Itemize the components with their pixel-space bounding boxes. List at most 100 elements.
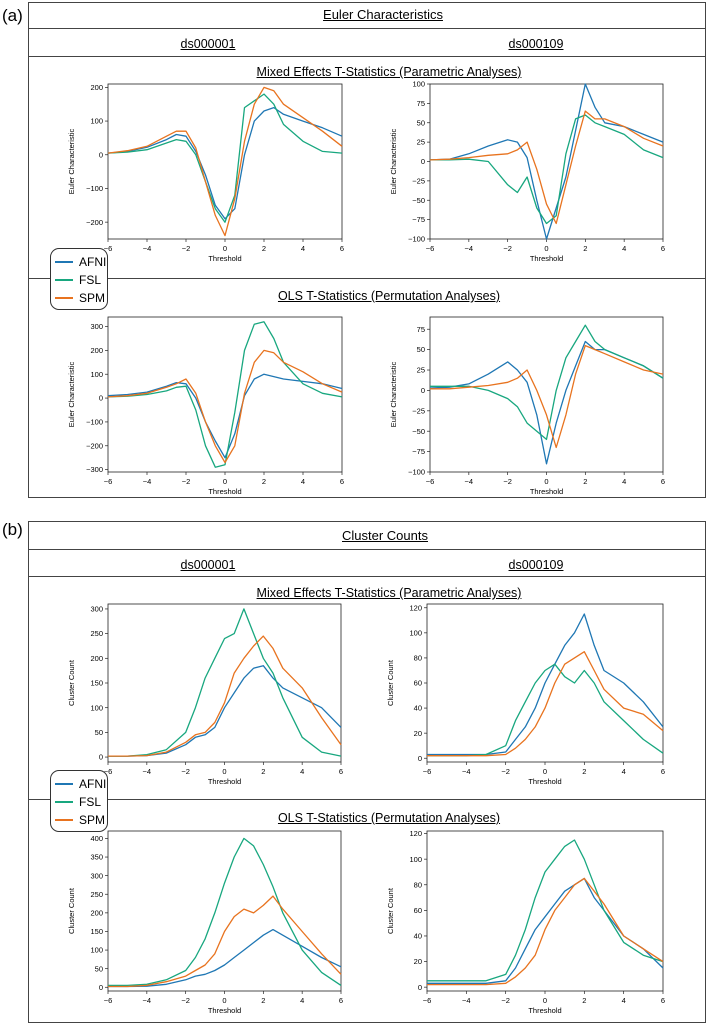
- x-tick-label: 4: [622, 244, 626, 253]
- x-tick-label: 6: [661, 996, 665, 1005]
- x-tick-label: −6: [423, 767, 432, 776]
- y-tick-label: 100: [90, 946, 103, 955]
- panel-b-title: Cluster Counts: [342, 528, 428, 543]
- y-tick-label: 40: [414, 704, 422, 713]
- series-line-afni: [107, 373, 343, 459]
- x-tick-label: 2: [583, 477, 587, 486]
- x-tick-label: 6: [661, 767, 665, 776]
- panel-b-letter: (b): [2, 520, 23, 539]
- y-axis-label: Cluster Count: [386, 887, 395, 934]
- series-line-spm: [430, 344, 664, 449]
- y-tick-label: 60: [414, 906, 422, 915]
- x-tick-label: 4: [300, 767, 304, 776]
- y-tick-label: 40: [414, 932, 422, 941]
- y-tick-label: 120: [409, 829, 422, 838]
- y-tick-label: −200: [86, 441, 103, 450]
- y-tick-label: 100: [412, 80, 425, 89]
- y-tick-label: 50: [417, 118, 425, 127]
- y-tick-label: 100: [90, 117, 103, 126]
- panel-b-frame: [28, 521, 706, 1023]
- y-axis-label: Euler Characteristic: [67, 362, 76, 428]
- y-tick-label: 0: [99, 394, 103, 403]
- chart-1: −6 −4 −2 0 2 4 6 −100 −75 −50 −25 0 25 50 75 100 Thresho…: [389, 80, 665, 263]
- series-line-fsl: [107, 321, 343, 468]
- legend-swatch: [55, 783, 73, 785]
- y-tick-label: 75: [417, 99, 425, 108]
- legend-item-afni: AFNI: [55, 775, 107, 793]
- legend-item-spm: SPM: [55, 289, 107, 307]
- x-tick-label: −4: [143, 244, 152, 253]
- x-axis-label: Threshold: [528, 1006, 561, 1015]
- series-line-fsl: [108, 608, 342, 757]
- series-line-afni: [108, 928, 342, 988]
- y-tick-label: −75: [412, 215, 425, 224]
- series-line-fsl: [430, 114, 664, 225]
- legend-panel-a: AFNI FSL SPM: [50, 248, 108, 310]
- y-tick-label: 50: [95, 964, 103, 973]
- y-tick-label: 150: [90, 927, 103, 936]
- x-axis-label: Threshold: [208, 254, 241, 263]
- y-tick-label: 80: [414, 880, 422, 889]
- series-line-fsl: [427, 663, 664, 757]
- x-tick-label: 0: [544, 244, 548, 253]
- y-tick-label: −50: [412, 196, 425, 205]
- legend-label: AFNI: [79, 777, 107, 791]
- chart-7: −6 −4 −2 0 2 4 6020406080100120ThresholdCluste…: [386, 829, 665, 1015]
- y-tick-label: 20: [414, 957, 422, 966]
- x-tick-label: −6: [423, 996, 432, 1005]
- panel-a-title: Euler Characteristics: [323, 7, 443, 22]
- plot-frame: [426, 830, 664, 992]
- y-tick-label: −25: [412, 406, 425, 415]
- chart-4: −6 −4 −2 0 2 4 6 0 50 100 150 200 250 300 Threshold Clu…: [67, 603, 343, 786]
- legend-item-fsl: FSL: [55, 793, 107, 811]
- legend-swatch: [55, 261, 73, 263]
- x-tick-label: 4: [300, 996, 304, 1005]
- x-tick-label: −6: [104, 996, 113, 1005]
- x-tick-label: 0: [544, 477, 548, 486]
- legend-item-afni: AFNI: [55, 253, 107, 271]
- legend-panel-b: AFNI FSL SPM: [50, 770, 108, 832]
- y-tick-label: 25: [417, 366, 425, 375]
- y-tick-label: 80: [414, 654, 422, 663]
- series-line-spm: [108, 895, 342, 988]
- x-tick-label: −4: [143, 767, 152, 776]
- legend-swatch: [55, 819, 73, 821]
- y-tick-label: 300: [90, 322, 103, 331]
- x-tick-label: 0: [222, 767, 226, 776]
- chart-0: −6 −4 −2 0 2 4 6 −200 −100 0 100 200 Threshold Euler …: [67, 83, 344, 263]
- panel-a-letter: (a): [2, 6, 23, 25]
- x-axis-label: Threshold: [208, 1006, 241, 1015]
- series-line-spm: [108, 635, 342, 757]
- x-tick-label: 4: [301, 477, 305, 486]
- x-tick-label: −4: [465, 477, 474, 486]
- y-tick-label: 25: [417, 138, 425, 147]
- x-tick-label: −2: [182, 244, 191, 253]
- y-axis-label: Cluster Count: [67, 887, 76, 934]
- x-tick-label: −2: [181, 996, 190, 1005]
- x-tick-label: −4: [462, 996, 471, 1005]
- chart-6: −6 −4 −2 0 2 4 6 0 50 100 150 200 250 300 350 400 Thresh…: [67, 830, 343, 1015]
- x-tick-label: 2: [261, 767, 265, 776]
- panel-b-dataset-right: ds000109: [508, 558, 564, 572]
- series-line-fsl: [108, 837, 342, 987]
- y-tick-label: −50: [412, 427, 425, 436]
- x-axis-label: Threshold: [208, 487, 241, 496]
- y-tick-label: 0: [421, 386, 425, 395]
- series-line-fsl: [107, 93, 343, 223]
- y-tick-label: 300: [90, 871, 103, 880]
- legend-label: AFNI: [79, 255, 107, 269]
- y-tick-label: 60: [414, 679, 422, 688]
- series-line-spm: [427, 651, 664, 757]
- x-tick-label: −2: [503, 477, 512, 486]
- panel-a-frame: [28, 2, 706, 498]
- x-tick-label: 0: [223, 244, 227, 253]
- y-tick-label: 0: [418, 754, 422, 763]
- legend-item-fsl: FSL: [55, 271, 107, 289]
- panel-b-dataset-left: ds000001: [180, 558, 236, 572]
- x-tick-label: 4: [301, 244, 305, 253]
- series-line-spm: [107, 86, 343, 237]
- y-tick-label: 250: [90, 890, 103, 899]
- panel-a-row1-title: Mixed Effects T-Statistics (Parametric A…: [256, 65, 522, 79]
- x-tick-label: −4: [143, 996, 152, 1005]
- x-axis-label: Threshold: [530, 487, 563, 496]
